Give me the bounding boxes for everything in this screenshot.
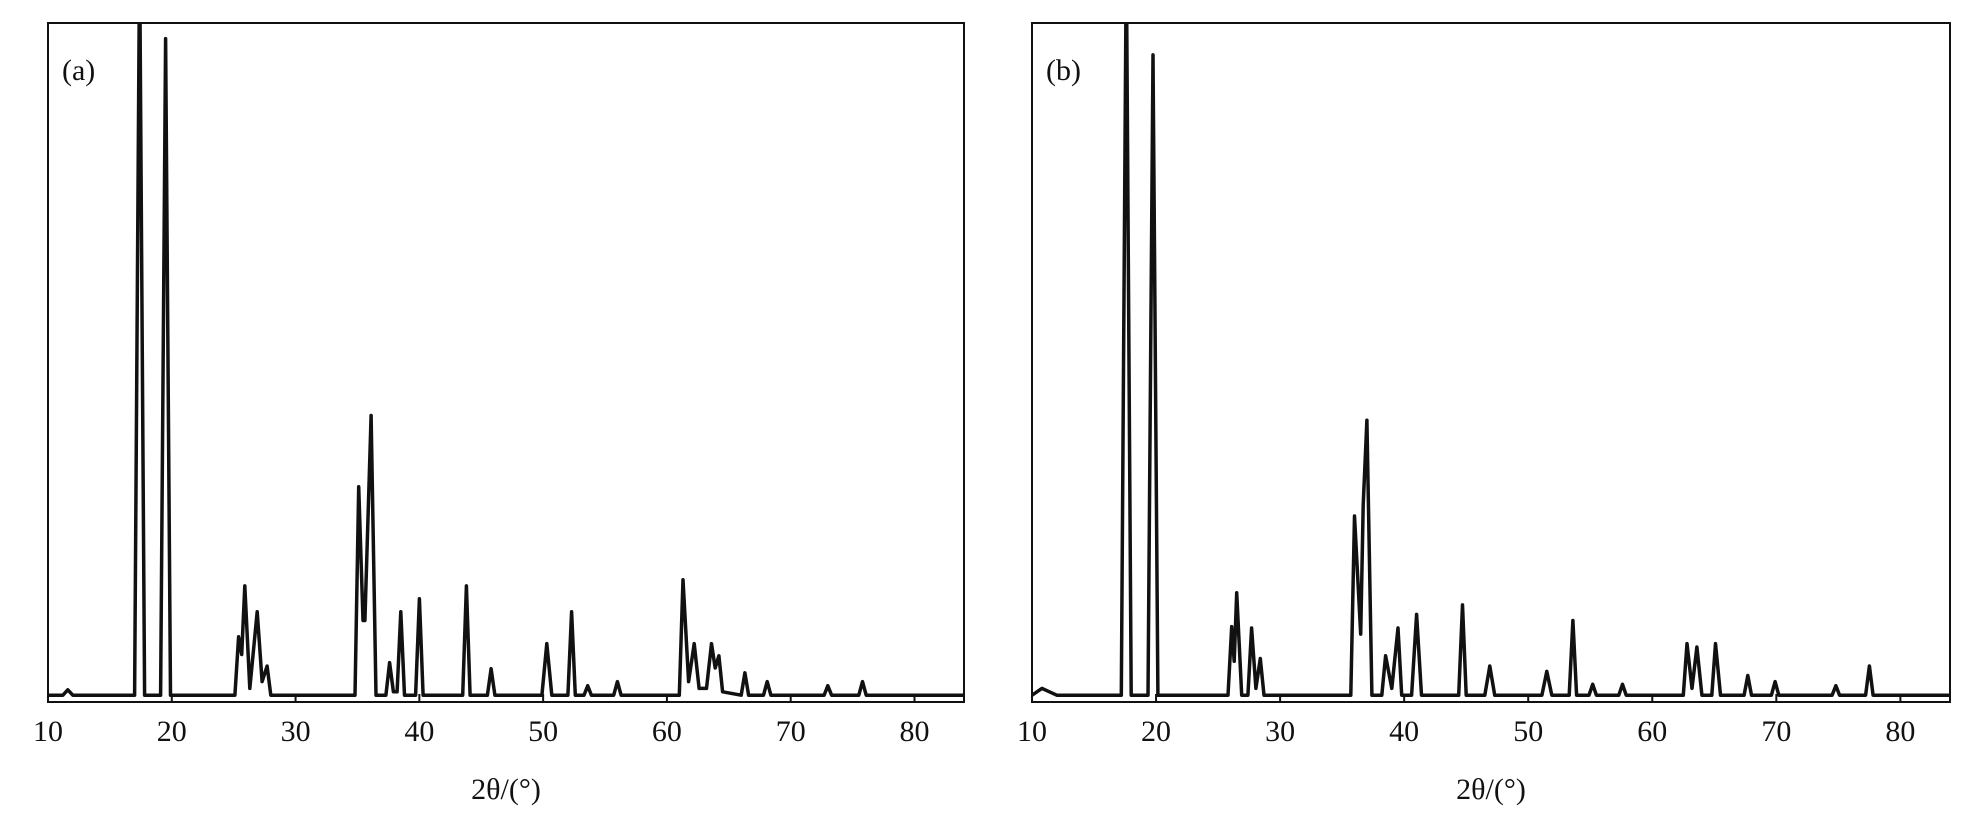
x-tick-label: 40 — [1389, 715, 1419, 748]
panel-label: (a) — [62, 54, 95, 87]
x-tick-label: 70 — [776, 715, 806, 748]
x-tick-label: 80 — [899, 715, 929, 748]
plot-frame — [1031, 22, 1951, 703]
x-tick-label: 40 — [404, 715, 434, 748]
x-tick-label: 20 — [157, 715, 187, 748]
x-tick-label: 10 — [1017, 715, 1047, 748]
x-tick-label: 50 — [528, 715, 558, 748]
x-tick-label: 20 — [1141, 715, 1171, 748]
x-tick-label: 60 — [652, 715, 682, 748]
x-tick-label: 60 — [1637, 715, 1667, 748]
x-tick-label: 10 — [33, 715, 63, 748]
x-tick-label: 70 — [1761, 715, 1791, 748]
x-axis-label: 2θ/(°) — [471, 773, 541, 806]
x-tick-label: 30 — [281, 715, 311, 748]
plot-frame — [47, 22, 965, 703]
panel: 10 20 30 40 50 60 70 80 2θ/(°) (a) — [33, 22, 965, 806]
x-tick-label: 50 — [1513, 715, 1543, 748]
xrd-pattern — [1032, 23, 1950, 697]
panel: 10 20 30 40 50 60 70 80 2θ/(°) (b) — [1017, 22, 1951, 806]
panel-label: (b) — [1046, 54, 1081, 87]
x-tick-label: 80 — [1885, 715, 1915, 748]
xrd-pattern — [48, 23, 964, 697]
x-tick-label: 30 — [1265, 715, 1295, 748]
x-axis-label: 2θ/(°) — [1456, 773, 1526, 806]
